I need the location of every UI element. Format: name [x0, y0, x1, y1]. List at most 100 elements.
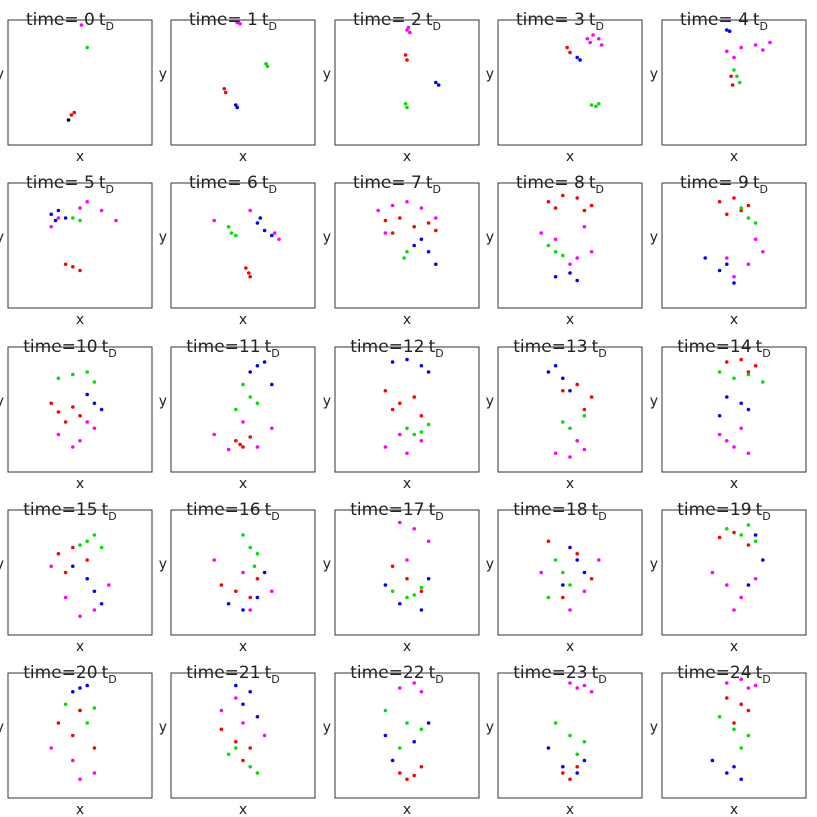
y-axis-label: y: [323, 394, 331, 410]
point: [434, 216, 438, 220]
point: [746, 370, 751, 374]
point: [761, 380, 765, 384]
point: [732, 274, 736, 279]
point: [255, 595, 260, 600]
point: [419, 206, 424, 210]
point: [739, 702, 743, 707]
point: [405, 777, 409, 782]
point: [78, 218, 82, 223]
x-axis-label: x: [76, 149, 84, 165]
point: [553, 237, 558, 242]
x-axis-label: x: [730, 802, 738, 817]
point: [553, 249, 558, 254]
point: [270, 382, 274, 387]
point: [248, 435, 252, 439]
point: [732, 764, 736, 769]
point: [434, 80, 438, 85]
point: [248, 208, 252, 213]
title-unit-sub: D: [596, 183, 604, 196]
point: [582, 407, 587, 412]
point: [63, 420, 68, 424]
point: [412, 243, 417, 248]
x-axis-label: x: [403, 312, 411, 328]
y-axis-label: y: [486, 720, 494, 736]
point: [405, 576, 409, 581]
y-axis-label: y: [323, 720, 331, 736]
point: [226, 447, 231, 452]
point: [589, 249, 594, 254]
title-unit-sub: D: [760, 183, 768, 196]
point: [270, 589, 274, 594]
title-unit-sub: D: [269, 183, 277, 196]
title-time: time=11: [186, 337, 260, 357]
point: [212, 558, 216, 562]
point: [403, 53, 408, 57]
point: [739, 677, 743, 682]
plot-frame: [497, 672, 643, 799]
plot-frame: [497, 182, 643, 309]
point: [383, 583, 388, 587]
point: [575, 256, 579, 260]
point: [265, 64, 270, 69]
point: [561, 595, 565, 600]
title-unit-sub: D: [762, 673, 770, 686]
point: [753, 221, 758, 225]
point: [725, 526, 729, 531]
point: [234, 739, 238, 744]
point: [582, 758, 587, 763]
title-time: time=21: [186, 663, 260, 683]
point: [426, 249, 431, 254]
point: [234, 589, 238, 594]
point: [739, 426, 743, 431]
plot-frame: [170, 346, 316, 473]
point: [561, 253, 565, 258]
point: [255, 445, 260, 449]
point: [753, 237, 758, 242]
point: [85, 420, 89, 424]
panel-title: time= 7 tD: [353, 173, 441, 196]
point: [78, 543, 82, 547]
point: [270, 426, 274, 431]
point: [383, 231, 388, 235]
point: [585, 36, 590, 41]
point: [589, 203, 594, 208]
point: [78, 438, 82, 443]
point: [717, 535, 722, 540]
point: [412, 526, 417, 531]
point: [63, 702, 68, 707]
x-axis-label: x: [76, 802, 84, 817]
point: [408, 30, 412, 35]
panel-title: time=16 tD: [186, 500, 279, 523]
point: [92, 608, 97, 612]
point: [272, 231, 277, 235]
point: [412, 224, 417, 229]
panel-title: time=12 tD: [350, 337, 443, 360]
point: [405, 451, 409, 456]
point: [589, 689, 594, 694]
point: [85, 45, 89, 50]
title-time: time=23: [513, 663, 587, 683]
title-time: time=15: [23, 500, 97, 520]
point: [746, 686, 751, 690]
point: [229, 231, 234, 235]
point: [739, 533, 743, 537]
point: [568, 50, 572, 55]
point: [717, 413, 722, 418]
point: [582, 683, 587, 688]
point: [582, 413, 587, 418]
plot-frame: [334, 672, 480, 799]
point: [419, 689, 424, 694]
point: [405, 357, 409, 362]
point: [255, 363, 260, 368]
title-time: time=16: [186, 500, 260, 520]
point: [412, 395, 417, 399]
point: [403, 101, 408, 106]
panel-title: time= 9 tD: [680, 173, 768, 196]
point: [248, 370, 252, 374]
point: [561, 771, 565, 775]
point: [575, 55, 579, 60]
point: [248, 608, 252, 612]
title-time: time= 3: [516, 10, 585, 30]
